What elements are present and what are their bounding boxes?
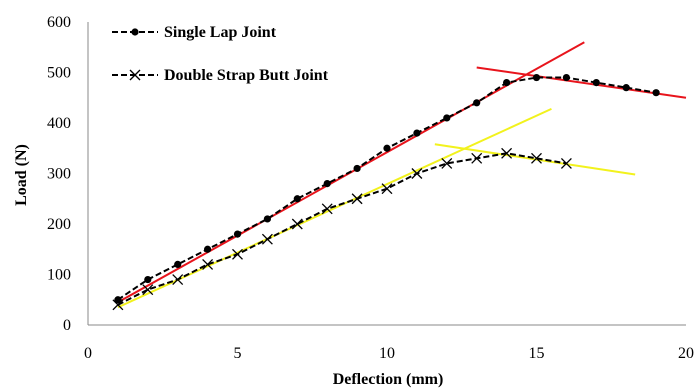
data-point (503, 79, 511, 87)
data-point (263, 215, 271, 223)
legend-item: Single Lap Joint (112, 24, 277, 41)
data-point (652, 89, 660, 97)
data-point (112, 299, 124, 311)
legend-label: Single Lap Joint (164, 24, 277, 41)
y-tick-label: 0 (63, 317, 71, 334)
data-point (142, 284, 154, 296)
y-tick-label: 300 (47, 166, 71, 183)
data-point (174, 260, 182, 268)
data-point (321, 203, 333, 215)
data-point (471, 152, 483, 164)
data-point (291, 218, 303, 230)
data-point (381, 183, 393, 195)
axes (87, 22, 686, 326)
trend-line (476, 66, 687, 99)
data-point (172, 274, 184, 286)
data-point (443, 114, 451, 122)
data-point (473, 99, 481, 107)
data-point (351, 193, 363, 205)
data-point (323, 180, 331, 188)
data-series (112, 73, 660, 311)
data-point (501, 147, 513, 159)
x-tick-label: 5 (234, 345, 242, 362)
y-tick-label: 200 (47, 216, 71, 233)
data-point (261, 233, 273, 245)
data-point (353, 164, 361, 173)
x-tick-label: 10 (379, 345, 395, 362)
y-tick-label: 100 (47, 267, 71, 284)
data-point (129, 69, 141, 81)
x-tick-label: 15 (529, 345, 545, 362)
data-point (144, 275, 152, 284)
data-point (233, 230, 242, 238)
data-point (383, 144, 391, 152)
y-tick-label: 400 (47, 115, 71, 132)
data-point (131, 28, 139, 36)
data-point (622, 84, 630, 92)
legend-label: Double Strap Butt Joint (164, 67, 329, 84)
data-point (232, 248, 243, 260)
data-point (411, 168, 423, 179)
x-axis-label: Deflection (mm) (333, 371, 444, 388)
data-point (562, 73, 571, 82)
y-tick-label: 500 (47, 65, 71, 82)
data-point (441, 157, 453, 169)
data-point (531, 152, 542, 164)
data-point (560, 157, 572, 169)
trend-line (117, 107, 552, 309)
legend-item: Double Strap Butt Joint (112, 67, 329, 84)
data-point (204, 245, 212, 253)
data-point (202, 258, 214, 270)
series-line (117, 152, 567, 306)
data-point (413, 129, 421, 137)
y-axis-label: Load (N) (13, 144, 30, 206)
x-tick-label: 0 (84, 345, 92, 362)
data-point (114, 296, 122, 304)
y-tick-label: 600 (47, 14, 71, 31)
data-point (293, 195, 301, 203)
data-point (592, 79, 600, 87)
data-point (532, 73, 541, 82)
x-tick-label: 20 (678, 345, 694, 362)
legend: Single Lap Joint Double Strap Butt Joint (112, 24, 329, 84)
